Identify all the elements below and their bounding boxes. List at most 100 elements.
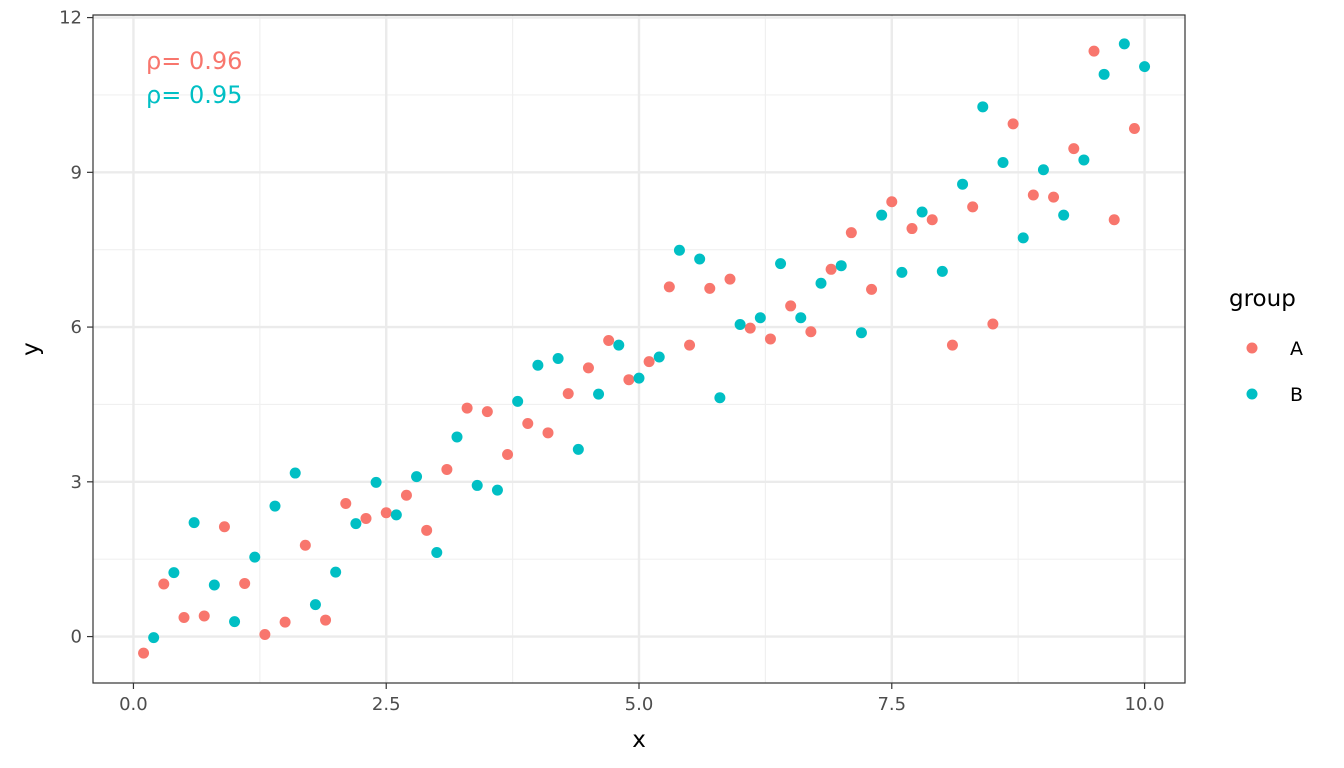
- legend-key-b: [1246, 388, 1258, 400]
- y-axis-title: y: [18, 342, 44, 356]
- legend-label-a: A: [1290, 338, 1303, 360]
- data-point-a: [582, 362, 594, 374]
- data-point-a: [522, 418, 534, 430]
- data-point-a: [764, 333, 776, 345]
- y-tick-label: 0: [71, 627, 82, 648]
- data-point-b: [390, 509, 402, 521]
- data-point-b: [289, 467, 301, 479]
- data-point-a: [643, 356, 655, 368]
- data-point-b: [1058, 209, 1070, 221]
- data-point-a: [259, 629, 271, 641]
- data-point-b: [431, 546, 443, 558]
- data-point-b: [1037, 164, 1049, 176]
- data-point-b: [977, 101, 989, 113]
- data-point-b: [936, 265, 948, 277]
- data-point-b: [593, 388, 605, 400]
- data-point-a: [400, 489, 412, 501]
- data-point-a: [380, 507, 392, 519]
- x-tick-label: 2.5: [372, 694, 401, 715]
- data-point-a: [239, 577, 251, 589]
- data-point-a: [1128, 122, 1140, 134]
- data-point-a: [441, 463, 453, 475]
- data-point-b: [815, 277, 827, 289]
- data-point-b: [532, 359, 544, 371]
- data-point-a: [360, 512, 372, 524]
- data-point-a: [866, 283, 878, 295]
- data-point-a: [340, 497, 352, 509]
- data-point-a: [1027, 189, 1039, 201]
- data-point-a: [623, 374, 635, 386]
- data-point-b: [997, 157, 1009, 169]
- data-point-a: [1088, 45, 1100, 57]
- data-point-b: [208, 579, 220, 591]
- data-point-a: [987, 318, 999, 330]
- data-point-b: [451, 431, 463, 443]
- data-point-a: [805, 326, 817, 338]
- data-point-a: [218, 521, 230, 533]
- data-point-a: [562, 388, 574, 400]
- data-point-b: [734, 318, 746, 330]
- data-point-a: [461, 402, 473, 414]
- data-point-b: [491, 484, 503, 496]
- data-point-b: [1139, 61, 1151, 73]
- data-point-b: [613, 339, 625, 351]
- data-point-b: [350, 518, 362, 530]
- data-point-a: [886, 196, 898, 208]
- data-point-b: [229, 616, 241, 628]
- data-point-a: [603, 334, 615, 346]
- data-point-a: [299, 539, 311, 551]
- correlation-label-a: ρ= 0.96: [146, 47, 242, 75]
- data-point-b: [552, 353, 564, 365]
- data-point-b: [269, 500, 281, 512]
- data-point-a: [926, 214, 938, 226]
- x-tick-label: 0.0: [119, 694, 148, 715]
- data-point-b: [835, 260, 847, 272]
- data-point-b: [957, 178, 969, 190]
- legend-label-b: B: [1290, 384, 1303, 406]
- data-point-b: [249, 551, 261, 563]
- data-point-a: [946, 339, 958, 351]
- data-point-b: [471, 479, 483, 491]
- data-point-a: [967, 201, 979, 213]
- legend-key-a: [1246, 342, 1258, 354]
- y-tick-label: 6: [71, 317, 82, 338]
- data-point-a: [1007, 118, 1019, 130]
- data-point-b: [411, 471, 423, 483]
- y-tick-label: 9: [71, 162, 82, 183]
- data-point-a: [724, 273, 736, 285]
- data-point-a: [178, 611, 190, 623]
- data-point-a: [785, 300, 797, 312]
- data-point-b: [188, 517, 200, 529]
- data-point-b: [754, 312, 766, 324]
- data-point-b: [896, 266, 908, 278]
- data-point-a: [845, 227, 857, 239]
- data-point-b: [1118, 38, 1130, 50]
- data-point-a: [158, 578, 170, 590]
- data-point-a: [279, 616, 291, 628]
- data-point-b: [572, 443, 584, 455]
- data-point-a: [542, 427, 554, 439]
- data-point-b: [148, 632, 160, 644]
- x-tick-label: 10.0: [1125, 694, 1165, 715]
- data-point-a: [320, 614, 332, 626]
- data-point-b: [1078, 154, 1090, 166]
- data-point-b: [694, 253, 706, 265]
- data-point-a: [704, 282, 716, 294]
- data-point-a: [1108, 214, 1120, 226]
- data-point-a: [825, 263, 837, 275]
- data-point-b: [633, 372, 645, 384]
- data-point-b: [370, 476, 382, 488]
- correlation-label-b: ρ= 0.95: [146, 81, 242, 109]
- data-point-b: [855, 327, 867, 339]
- data-point-b: [876, 209, 888, 221]
- x-tick-label: 5.0: [625, 694, 654, 715]
- data-point-a: [663, 281, 675, 293]
- data-point-b: [330, 566, 342, 578]
- data-point-a: [1068, 143, 1080, 155]
- data-point-a: [481, 406, 493, 418]
- data-point-b: [714, 392, 726, 404]
- data-point-b: [1017, 232, 1029, 244]
- data-point-a: [906, 223, 918, 235]
- data-point-b: [775, 258, 787, 270]
